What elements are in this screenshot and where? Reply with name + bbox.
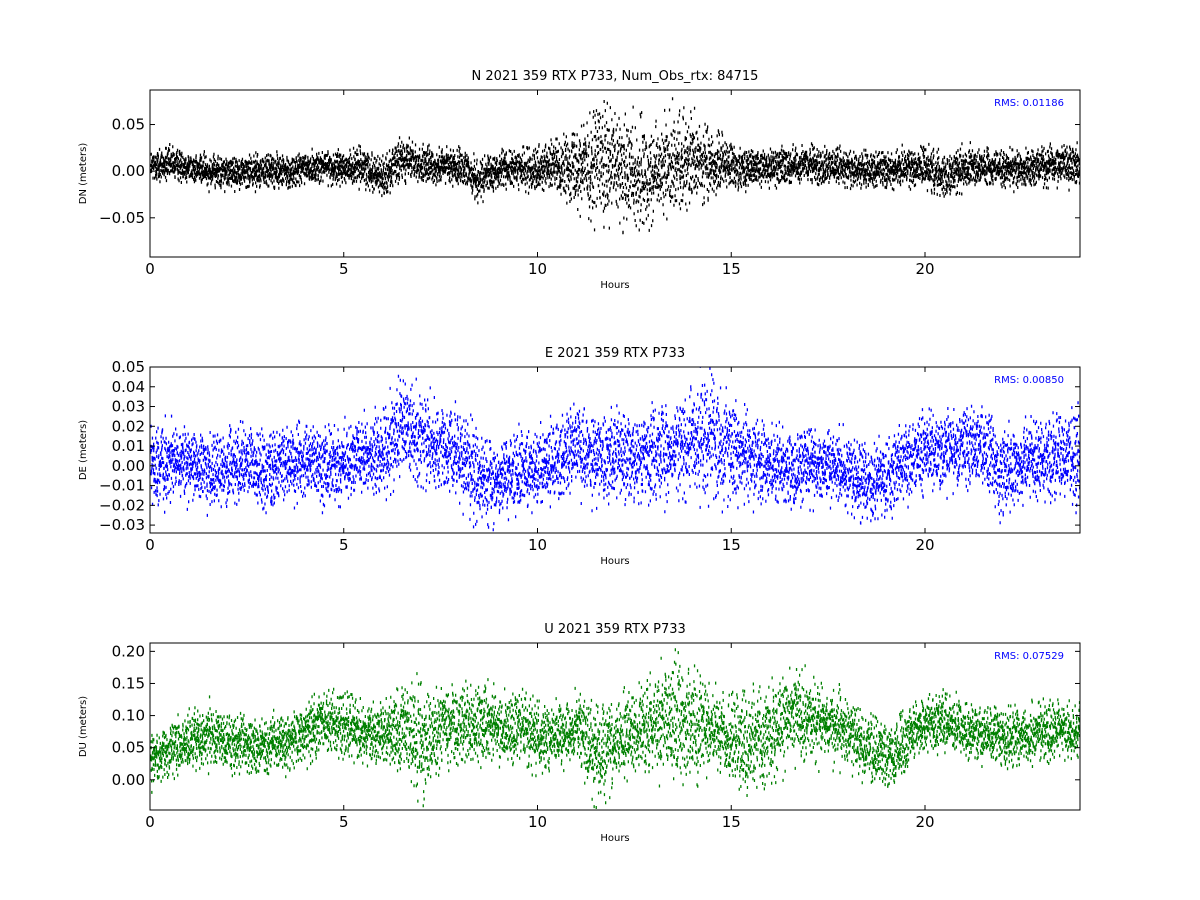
north-ytick-label: 0.05 [112,116,145,134]
panel-north: 0 5 10 15 20 0.05 0.00 −0.05 N 2021 359 RTX P733… [78,69,1081,291]
north-data-series [150,97,1080,235]
up-chart-title: U 2021 359 RTX P733 [544,622,686,637]
north-xtick-label: 15 [722,260,741,278]
up-xtick-label: 5 [339,813,349,831]
up-xtick-label: 10 [528,813,547,831]
east-rms-annotation: RMS: 0.00850 [994,375,1064,386]
up-x-axis-label: Hours [600,833,629,844]
north-y-axis-label: DN (meters) [78,143,89,205]
east-ytick-label: 0.01 [112,437,145,455]
east-xtick-label: 15 [722,536,741,554]
up-ytick-label: 0.20 [112,642,145,660]
up-axes-frame [149,642,1081,811]
panel-east: 0 5 10 15 200.050.040.030.020.010.00−0.01−0.… [78,346,1081,567]
north-xtick-label: 5 [339,260,349,278]
up-xtick-label: 15 [722,813,741,831]
north-chart-title: N 2021 359 RTX P733, Num_Obs_rtx: 84715 [472,69,759,84]
north-axes-frame [149,89,1081,258]
up-rms-annotation: RMS: 0.07529 [994,651,1064,662]
east-ytick-label: 0.03 [112,398,145,416]
up-data-series [150,648,1080,809]
up-ytick-label: 0.15 [112,674,145,692]
north-x-axis-label: Hours [600,280,629,291]
up-xtick-label: 0 [145,813,155,831]
east-ytick-label: −0.02 [99,496,145,514]
east-ytick-label: 0.02 [112,417,145,435]
north-xtick-label: 20 [915,260,934,278]
up-y-axis-label: DU (meters) [78,696,89,757]
east-ytick-label: 0.04 [112,378,145,396]
east-data-points [150,367,1080,532]
east-xtick-label: 0 [145,536,155,554]
north-ytick-label: −0.05 [99,209,145,227]
panel-up: 0 5 10 15 20 0.20 0.15 0.10 0.05 0.00 U 2021 359 R… [78,622,1081,844]
east-xtick-label: 10 [528,536,547,554]
north-xtick-label: 10 [528,260,547,278]
north-data-points [150,97,1080,235]
east-data-series [150,367,1080,532]
up-ytick-label: 0.10 [112,707,145,725]
east-ytick-label: −0.01 [99,477,145,495]
up-ytick-label: 0.00 [112,771,145,789]
east-x-axis-label: Hours [600,556,629,567]
east-ytick-label: 0.00 [112,457,145,475]
north-xtick-label: 0 [145,260,155,278]
north-ytick-label: 0.00 [112,162,145,180]
north-rms-annotation: RMS: 0.01186 [994,98,1064,109]
east-xtick-label: 5 [339,536,349,554]
east-xtick-label: 20 [915,536,934,554]
up-xtick-label: 20 [915,813,934,831]
up-ytick-label: 0.05 [112,739,145,757]
east-ytick-label: −0.03 [99,516,145,534]
up-data-points [150,648,1080,809]
east-ytick-label: 0.05 [112,358,145,376]
east-y-axis-label: DE (meters) [78,420,89,480]
east-chart-title: E 2021 359 RTX P733 [545,346,685,361]
east-axes-frame [149,366,1081,534]
